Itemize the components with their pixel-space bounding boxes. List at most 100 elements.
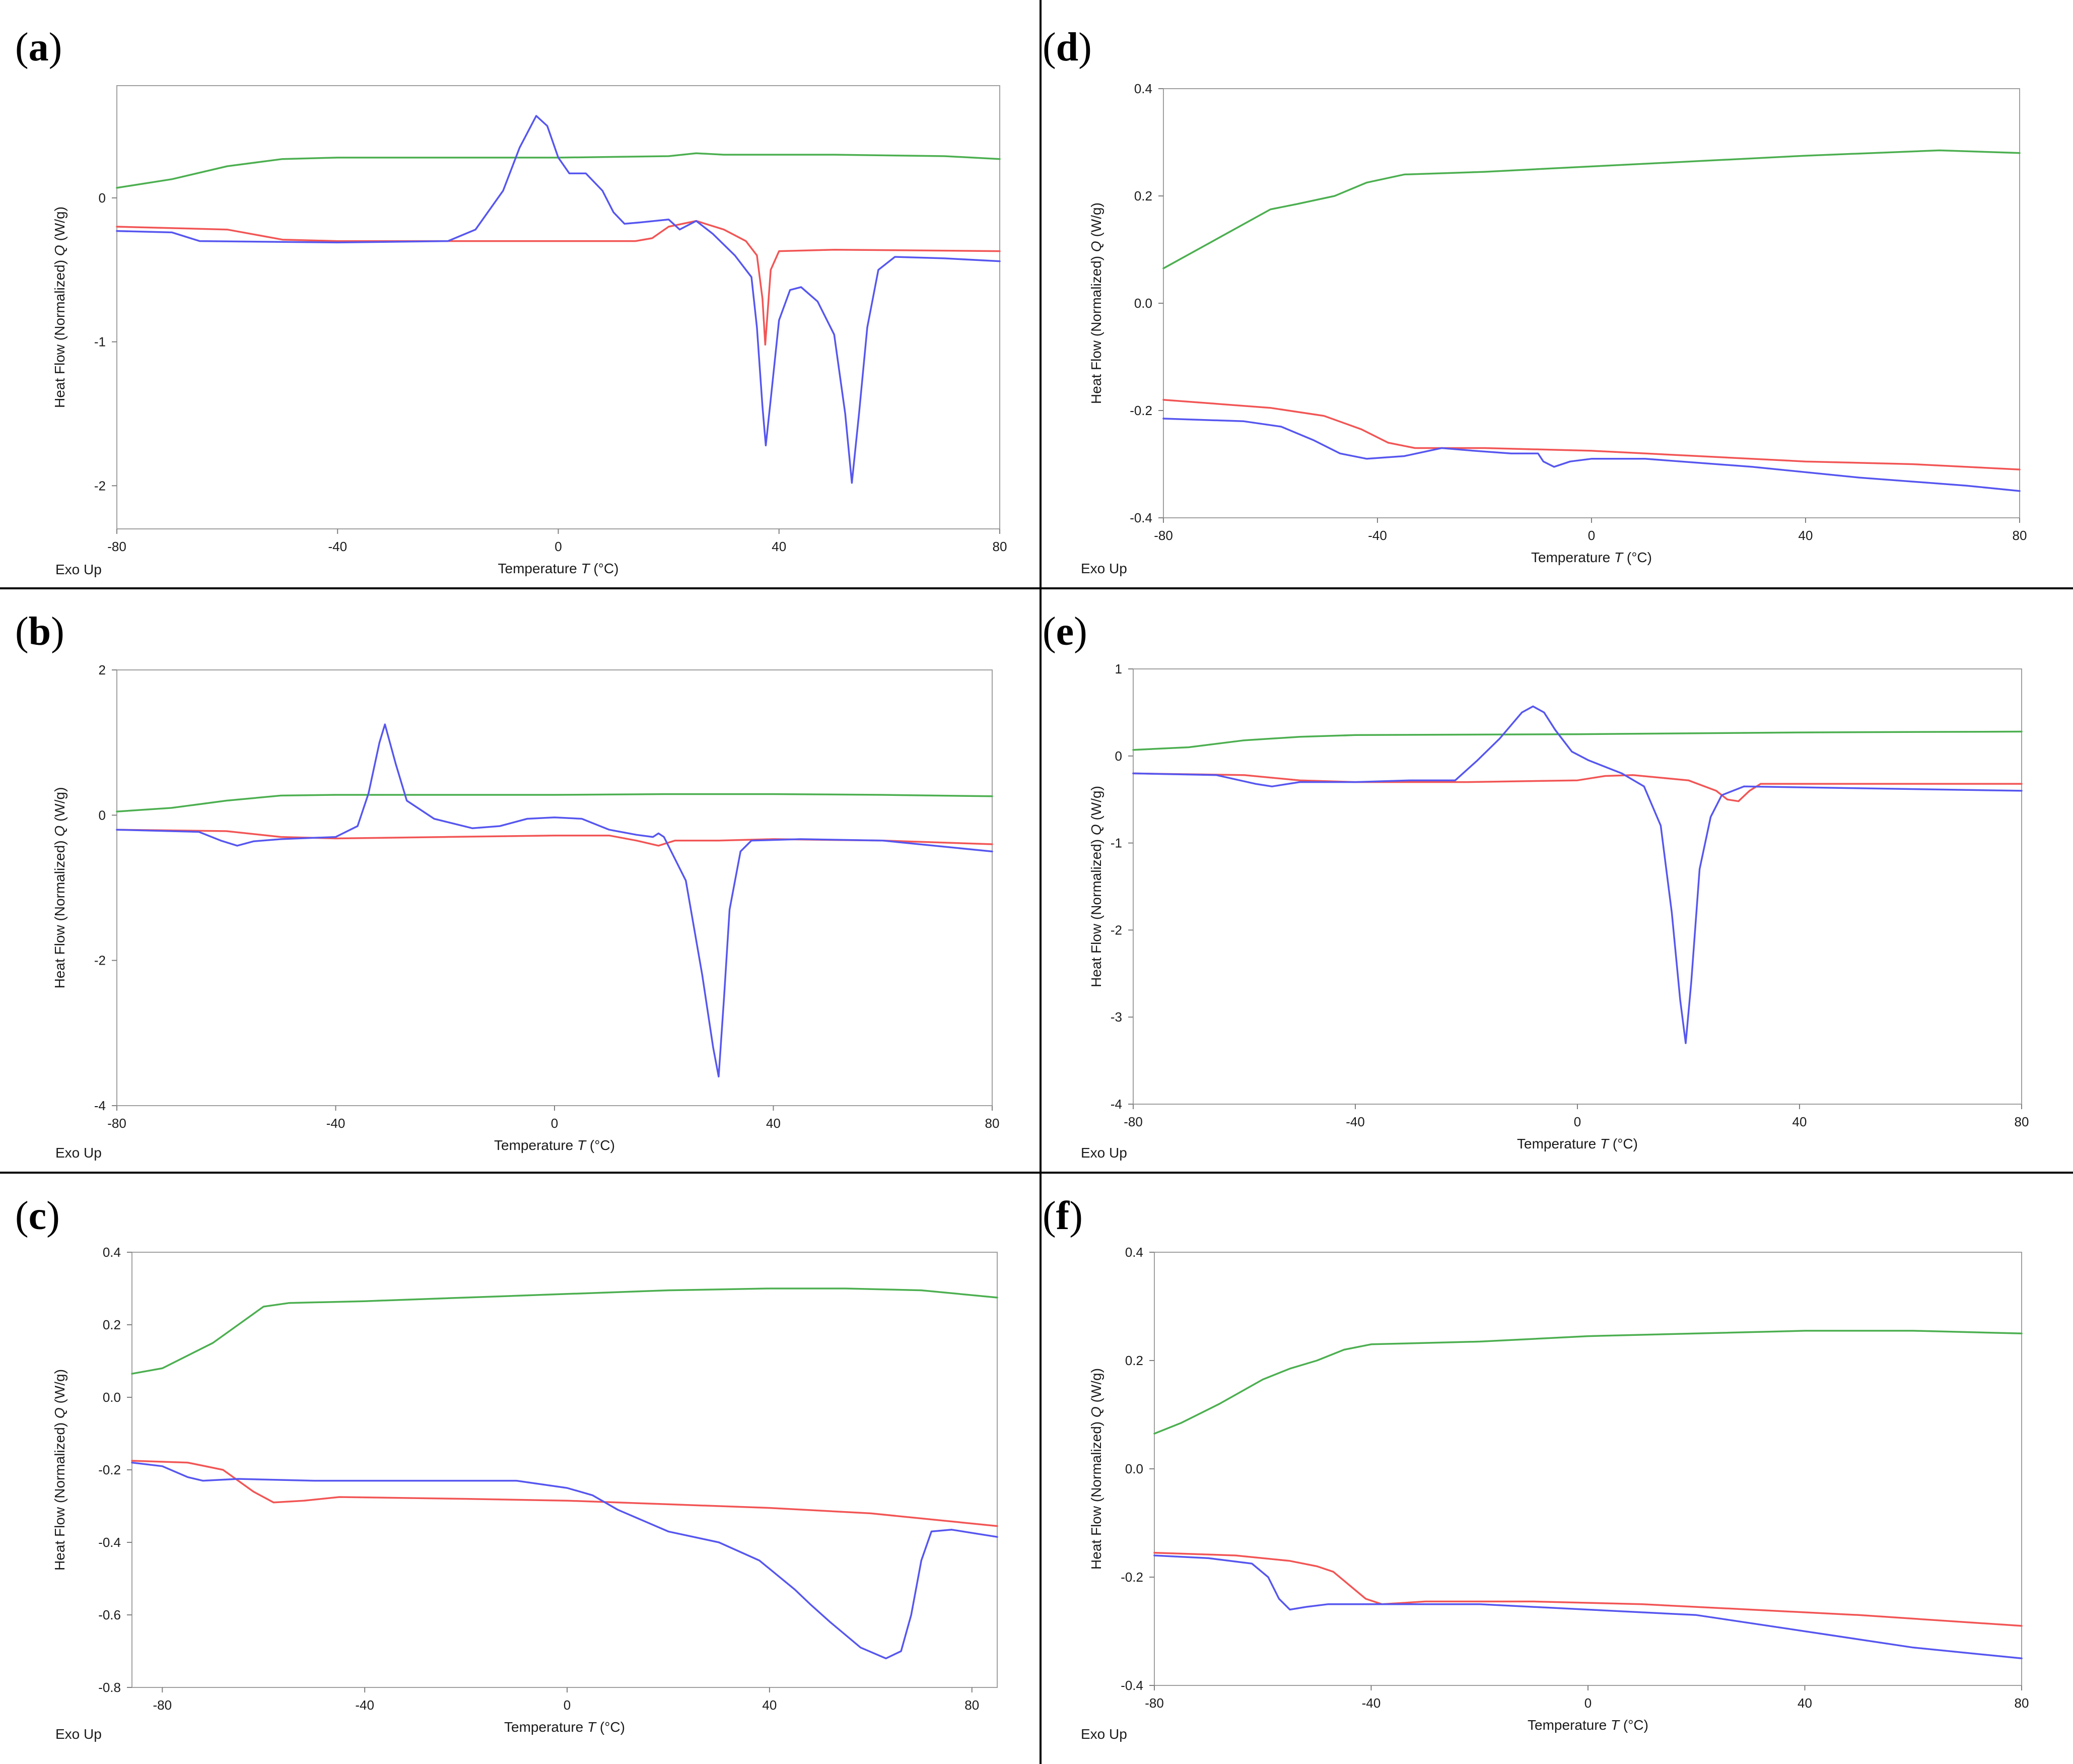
panel-letter-value: b [29, 609, 51, 654]
panel-b: (b) -80 -40 0 40 80 2 0 -2 -4 Temperature T (°C) He… [15, 609, 999, 1161]
x-tick-label: 0 [1588, 528, 1595, 543]
x-tick-label: -80 [107, 1116, 126, 1131]
series-line-blue [1153, 1554, 2023, 1660]
panel-letter-e: (e) [1043, 609, 1087, 654]
panel-letter-b: (b) [15, 609, 64, 654]
panel-a: (a) -80 -40 0 40 80 0 -1 -2 Temperature T (°C) Hea… [15, 25, 1007, 577]
x-axis-label: Temperature T (°C) [1517, 1136, 1638, 1151]
y-axis-label: Heat Flow (Normalized) Q (W/g) [1088, 786, 1104, 987]
y-tick-label: -2 [1111, 922, 1122, 937]
plot-area-e [1133, 668, 2022, 1105]
x-tick-label: 40 [1792, 1114, 1807, 1129]
y-tick-label: -4 [1111, 1097, 1122, 1112]
y-tick-label: 0.0 [1134, 296, 1152, 311]
y-tick-label: -3 [1111, 1009, 1122, 1025]
exo-up-label: Exo Up [1081, 1726, 1127, 1742]
exo-up-label: Exo Up [55, 1726, 102, 1742]
exo-up-label: Exo Up [55, 1145, 102, 1161]
series-line-blue [116, 115, 1001, 484]
series-line-blue [116, 723, 993, 1078]
x-tick-label: 80 [964, 1698, 979, 1713]
y-tick-label: 0 [1115, 749, 1122, 764]
y-tick-label: -0.6 [98, 1607, 121, 1622]
y-tick-label: -0.4 [98, 1535, 121, 1550]
x-axis-label: Temperature T (°C) [1528, 1717, 1648, 1733]
y-tick-label: -0.4 [1130, 510, 1152, 525]
series-line-green [1162, 149, 2021, 269]
x-tick-label: 80 [2013, 528, 2027, 543]
y-tick-label: 0.4 [103, 1245, 121, 1260]
x-tick-label: 0 [1584, 1695, 1592, 1711]
y-axis-label: Heat Flow (Normalized) Q (W/g) [1088, 202, 1104, 404]
x-axis-label: Temperature T (°C) [498, 561, 619, 576]
y-tick-label: 0.2 [1134, 188, 1152, 203]
y-tick-label: -2 [94, 478, 106, 493]
x-axis-label: Temperature T (°C) [494, 1137, 615, 1153]
y-axis-label: Heat Flow (Normalized) Q (W/g) [1088, 1368, 1104, 1570]
x-tick-label: 40 [1799, 528, 1813, 543]
x-tick-label: -80 [1145, 1695, 1164, 1711]
series-line-blue [131, 1461, 998, 1660]
y-tick-label: 0.4 [1134, 81, 1152, 96]
x-tick-label: -40 [1368, 528, 1387, 543]
series-line-green [1132, 730, 2023, 751]
x-tick-label: 0 [555, 539, 562, 554]
panel-letter-d: (d) [1043, 25, 1092, 70]
y-tick-label: 0.4 [1125, 1245, 1143, 1260]
series-line-green [1153, 1330, 2023, 1435]
y-tick-label: 0.2 [103, 1317, 121, 1332]
x-tick-label: 40 [766, 1116, 781, 1131]
plot-area-d [1163, 88, 2020, 518]
x-tick-label: 40 [1798, 1695, 1812, 1711]
x-tick-label: 0 [551, 1116, 558, 1131]
y-tick-label: 0.0 [1125, 1461, 1143, 1476]
y-tick-label: -0.4 [1121, 1678, 1143, 1693]
series-line-blue [1132, 705, 2023, 1044]
plot-area-b [116, 669, 993, 1106]
series-line-red [1153, 1551, 2023, 1627]
plot-area-a [116, 85, 1000, 529]
x-tick-label: 80 [993, 539, 1007, 554]
y-tick-label: -0.8 [98, 1680, 121, 1695]
x-tick-label: 0 [564, 1698, 571, 1713]
x-axis-label: Temperature T (°C) [504, 1719, 625, 1735]
x-tick-label: 80 [2015, 1114, 2029, 1129]
x-axis-label: Temperature T (°C) [1531, 550, 1652, 565]
y-tick-label: -2 [94, 953, 106, 968]
y-tick-label: -0.2 [98, 1462, 121, 1477]
panel-letter-value: d [1056, 25, 1079, 70]
panel-c: (c) -80 -40 0 40 80 0.4 0.2 0.0 -0.2 -0.4 -0.6 -0.8 T… [15, 1194, 998, 1742]
panel-letter-a: (a) [15, 25, 62, 70]
x-tick-label: -40 [326, 1116, 346, 1131]
series-line-green [131, 1287, 998, 1375]
y-tick-label: 0 [99, 807, 106, 823]
series-line-red [131, 1460, 998, 1527]
panel-letter-value: e [1056, 609, 1074, 654]
exo-up-label: Exo Up [1081, 561, 1127, 576]
y-tick-label: -1 [1111, 836, 1122, 851]
x-tick-label: 40 [762, 1698, 777, 1713]
plot-area-c [131, 1252, 998, 1688]
panel-letter-f: (f) [1043, 1194, 1083, 1238]
panel-letter-value: f [1056, 1194, 1070, 1238]
panel-letter-value: a [29, 25, 49, 70]
series-line-blue [1162, 418, 2021, 492]
x-tick-label: -40 [1346, 1114, 1365, 1129]
x-tick-label: -80 [153, 1698, 172, 1713]
x-tick-label: -40 [1362, 1695, 1381, 1711]
x-tick-label: 80 [2015, 1695, 2029, 1711]
panel-letter-c: (c) [15, 1194, 60, 1238]
exo-up-label: Exo Up [55, 562, 102, 577]
y-tick-label: -1 [94, 334, 106, 350]
plot-area-f [1154, 1252, 2022, 1686]
x-tick-label: -80 [107, 539, 126, 554]
x-tick-label: 80 [985, 1116, 1000, 1131]
y-tick-label: 0.0 [103, 1390, 121, 1405]
exo-up-label: Exo Up [1081, 1145, 1127, 1161]
panel-e: (e) -80 -40 0 40 80 1 0 -1 -2 -3 -4 Temperature T (°… [1043, 609, 2029, 1161]
y-tick-label: -0.2 [1130, 403, 1152, 418]
y-tick-label: -0.2 [1121, 1570, 1143, 1585]
x-tick-label: -40 [328, 539, 347, 554]
panel-f: (f) -80 -40 0 40 80 0.4 0.2 0.0 -0.2 -0.4 Temperatu… [1043, 1194, 2029, 1742]
panel-d: (d) -80 -40 0 40 80 0.4 0.2 0.0 -0.2 -0.4 Temperatu… [1043, 25, 2027, 576]
